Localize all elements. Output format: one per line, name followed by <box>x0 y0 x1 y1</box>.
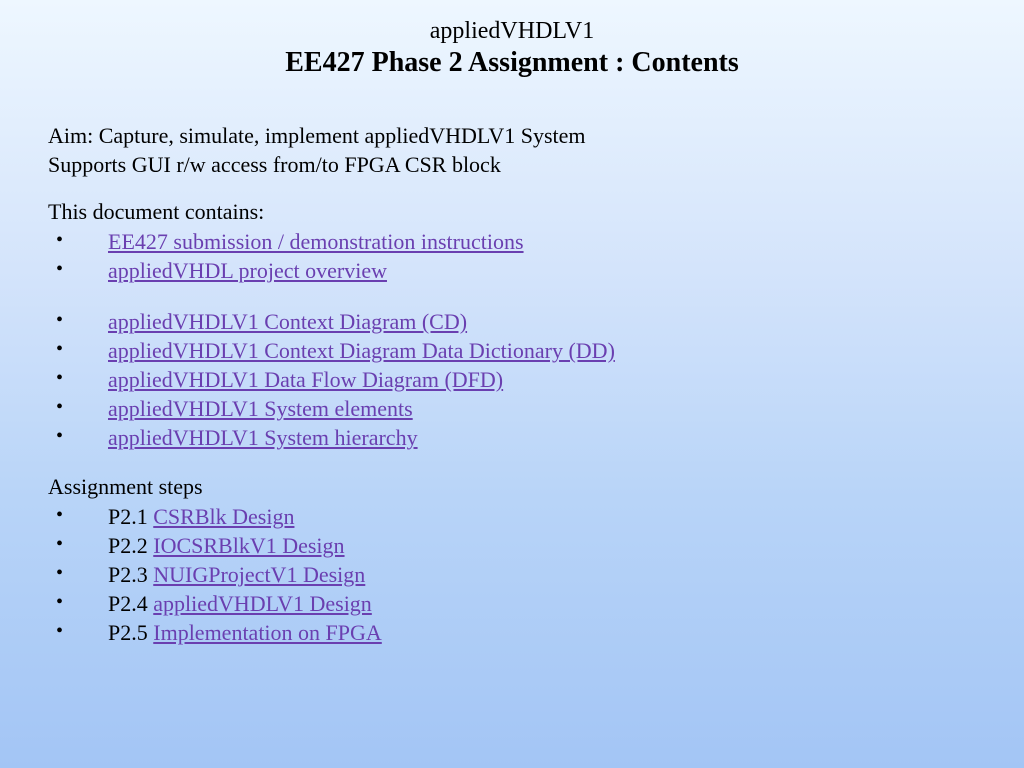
step-prefix: P2.4 <box>108 591 153 616</box>
contains-label: This document contains: <box>48 199 976 225</box>
contents-list-group-2: appliedVHDLV1 Context Diagram (CD) appli… <box>48 307 976 452</box>
step-link[interactable]: CSRBlk Design <box>153 504 294 529</box>
step-prefix: P2.2 <box>108 533 153 558</box>
list-item: P2.1 CSRBlk Design <box>48 502 976 531</box>
content-link[interactable]: appliedVHDLV1 System hierarchy <box>108 425 418 450</box>
step-link[interactable]: Implementation on FPGA <box>153 620 382 645</box>
slide-title: EE427 Phase 2 Assignment : Contents <box>48 47 976 79</box>
step-prefix: P2.3 <box>108 562 153 587</box>
content-link[interactable]: appliedVHDLV1 Data Flow Diagram (DFD) <box>108 367 503 392</box>
list-item: P2.2 IOCSRBlkV1 Design <box>48 531 976 560</box>
contents-list-group-1: EE427 submission / demonstration instruc… <box>48 227 976 285</box>
steps-list: P2.1 CSRBlk Design P2.2 IOCSRBlkV1 Desig… <box>48 502 976 647</box>
list-item: P2.5 Implementation on FPGA <box>48 618 976 647</box>
slide-subtitle: appliedVHDLV1 <box>48 18 976 45</box>
list-item: appliedVHDLV1 System elements <box>48 394 976 423</box>
list-item: appliedVHDLV1 Data Flow Diagram (DFD) <box>48 365 976 394</box>
slide-content: appliedVHDLV1 EE427 Phase 2 Assignment :… <box>0 0 1024 647</box>
step-link[interactable]: NUIGProjectV1 Design <box>153 562 365 587</box>
steps-label: Assignment steps <box>48 474 976 500</box>
list-item: appliedVHDL project overview <box>48 256 976 285</box>
content-link[interactable]: appliedVHDLV1 Context Diagram (CD) <box>108 309 467 334</box>
list-item: appliedVHDLV1 Context Diagram (CD) <box>48 307 976 336</box>
list-item: EE427 submission / demonstration instruc… <box>48 227 976 256</box>
step-link[interactable]: appliedVHDLV1 Design <box>153 591 372 616</box>
content-link[interactable]: EE427 submission / demonstration instruc… <box>108 229 524 254</box>
step-prefix: P2.5 <box>108 620 153 645</box>
list-item: P2.3 NUIGProjectV1 Design <box>48 560 976 589</box>
aim-block: Aim: Capture, simulate, implement applie… <box>48 121 976 179</box>
step-prefix: P2.1 <box>108 504 153 529</box>
step-link[interactable]: IOCSRBlkV1 Design <box>153 533 344 558</box>
content-link[interactable]: appliedVHDLV1 Context Diagram Data Dicti… <box>108 338 615 363</box>
list-item: appliedVHDLV1 Context Diagram Data Dicti… <box>48 336 976 365</box>
list-item: appliedVHDLV1 System hierarchy <box>48 423 976 452</box>
aim-line-2: Supports GUI r/w access from/to FPGA CSR… <box>48 150 976 179</box>
aim-line-1: Aim: Capture, simulate, implement applie… <box>48 121 976 150</box>
content-link[interactable]: appliedVHDL project overview <box>108 258 387 283</box>
list-item: P2.4 appliedVHDLV1 Design <box>48 589 976 618</box>
content-link[interactable]: appliedVHDLV1 System elements <box>108 396 413 421</box>
